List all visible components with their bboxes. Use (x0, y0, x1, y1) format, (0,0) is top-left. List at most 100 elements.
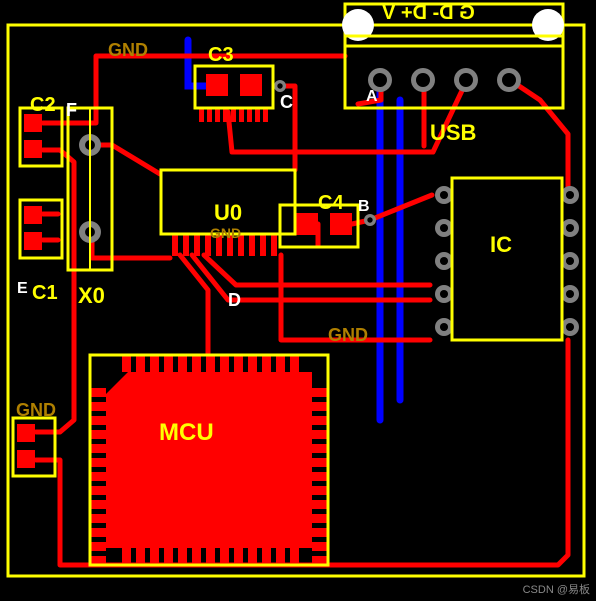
mcu-pin-left-8 (90, 500, 106, 509)
blue-trace-0 (188, 40, 206, 86)
pad-hole-3 (367, 217, 372, 222)
label-x0: X0 (78, 283, 105, 309)
mcu-pin-bot-5 (192, 548, 201, 564)
usb-hole-1 (416, 73, 430, 87)
red-trace-5 (90, 145, 160, 174)
mcu-pin-top-10 (262, 356, 271, 372)
usb-hole-0 (373, 73, 387, 87)
mcu-pin-top-2 (150, 356, 159, 372)
label-gnd_top: GND (108, 40, 148, 61)
mcu-pin-right-1 (312, 402, 328, 411)
mcu-pin-top-7 (220, 356, 229, 372)
c3-pin-0 (199, 108, 204, 122)
u0-pin-2 (194, 234, 200, 256)
rect-pad-2 (24, 206, 42, 224)
mcu-pin-top-4 (178, 356, 187, 372)
mcu-pin-right-0 (312, 388, 328, 397)
mcu-pin-right-10 (312, 528, 328, 537)
mcu-pin-bot-1 (136, 548, 145, 564)
c3-pin-3 (223, 108, 228, 122)
mcu-pin-right-9 (312, 514, 328, 523)
label-u0: U0 (214, 200, 242, 226)
mcu-pin-top-8 (234, 356, 243, 372)
mcu-pin-right-3 (312, 430, 328, 439)
label-usb_pins: G D- D+ V (382, 2, 475, 25)
label-gnd_mid: GND (328, 325, 368, 346)
mcu-pin-top-0 (122, 356, 131, 372)
u0-pin-7 (249, 234, 255, 256)
mcu-pin-top-5 (192, 356, 201, 372)
label-mcu: MCU (159, 419, 214, 447)
pad-hole-9 (566, 191, 574, 199)
u0-pin-0 (172, 234, 178, 256)
mcu-pin-right-7 (312, 486, 328, 495)
label-d: D (228, 290, 241, 311)
mcu-pin-bot-11 (276, 548, 285, 564)
mcu-pin-left-6 (90, 472, 106, 481)
mcu-pin-top-3 (164, 356, 173, 372)
mcu-pin-top-11 (276, 356, 285, 372)
rect-pad-1 (24, 140, 42, 158)
pad-hole-13 (566, 323, 574, 331)
mcu-pin-bot-0 (122, 548, 131, 564)
u0-pin-9 (271, 234, 277, 256)
mcu-pin-left-9 (90, 514, 106, 523)
label-gnd_left: GND (16, 400, 56, 421)
watermark: CSDN @易板 (523, 581, 590, 597)
pad-hole-2 (277, 83, 282, 88)
label-ic: IC (490, 232, 512, 258)
rect-pad-4 (206, 74, 228, 96)
mcu-pin-left-5 (90, 458, 106, 467)
mcu-pin-left-10 (90, 528, 106, 537)
pad-hole-11 (566, 257, 574, 265)
label-gnd_u0: GND (210, 225, 241, 241)
mcu-pin-bot-6 (206, 548, 215, 564)
mcu-pin-right-2 (312, 416, 328, 425)
red-trace-6 (90, 232, 170, 258)
c3-pin-8 (263, 108, 268, 122)
rect-pad-7 (330, 213, 352, 235)
mcu-pin-bot-9 (248, 548, 257, 564)
c3-pin-7 (255, 108, 260, 122)
c3-pin-5 (239, 108, 244, 122)
pad-hole-10 (566, 224, 574, 232)
label-a: A (366, 88, 378, 106)
rect-pad-8 (17, 424, 35, 442)
mcu-pin-bot-2 (150, 548, 159, 564)
mcu-pin-bot-10 (262, 548, 271, 564)
mcu-pin-top-1 (136, 356, 145, 372)
mcu-pin-right-8 (312, 500, 328, 509)
label-usb: USB (430, 120, 476, 146)
mcu-pin-left-1 (90, 402, 106, 411)
rect-pad-5 (240, 74, 262, 96)
label-e: E (17, 280, 28, 298)
mcu-pin-bot-12 (290, 548, 299, 564)
usb-hole-2 (459, 73, 473, 87)
mcu-pin-right-11 (312, 542, 328, 551)
mcu-pin-left-3 (90, 430, 106, 439)
pad-hole-6 (440, 257, 448, 265)
c3-pin-4 (231, 108, 236, 122)
c3-pin-1 (207, 108, 212, 122)
c3-pin-2 (215, 108, 220, 122)
mcu-pin-right-4 (312, 444, 328, 453)
label-c: C (280, 92, 293, 113)
mcu-pin-left-11 (90, 542, 106, 551)
pad-hole-12 (566, 290, 574, 298)
pcb-stage: GNDC3C2FCAUSBU0GNDC4BICEC1X0DGNDGNDMCUG … (0, 0, 596, 601)
label-c1: C1 (32, 282, 58, 305)
mcu-pin-left-0 (90, 388, 106, 397)
label-b: B (358, 198, 370, 216)
rect-pad-9 (17, 450, 35, 468)
mcu-pin-right-5 (312, 458, 328, 467)
mcu-pin-top-6 (206, 356, 215, 372)
rect-pad-3 (24, 232, 42, 250)
label-f: F (66, 100, 77, 121)
mcu-pin-bot-8 (234, 548, 243, 564)
usb-hole-3 (502, 73, 516, 87)
mcu-pin-bot-4 (178, 548, 187, 564)
pad-hole-7 (440, 290, 448, 298)
mcu-pin-left-7 (90, 486, 106, 495)
c3-pin-6 (247, 108, 252, 122)
pad-hole-4 (440, 191, 448, 199)
